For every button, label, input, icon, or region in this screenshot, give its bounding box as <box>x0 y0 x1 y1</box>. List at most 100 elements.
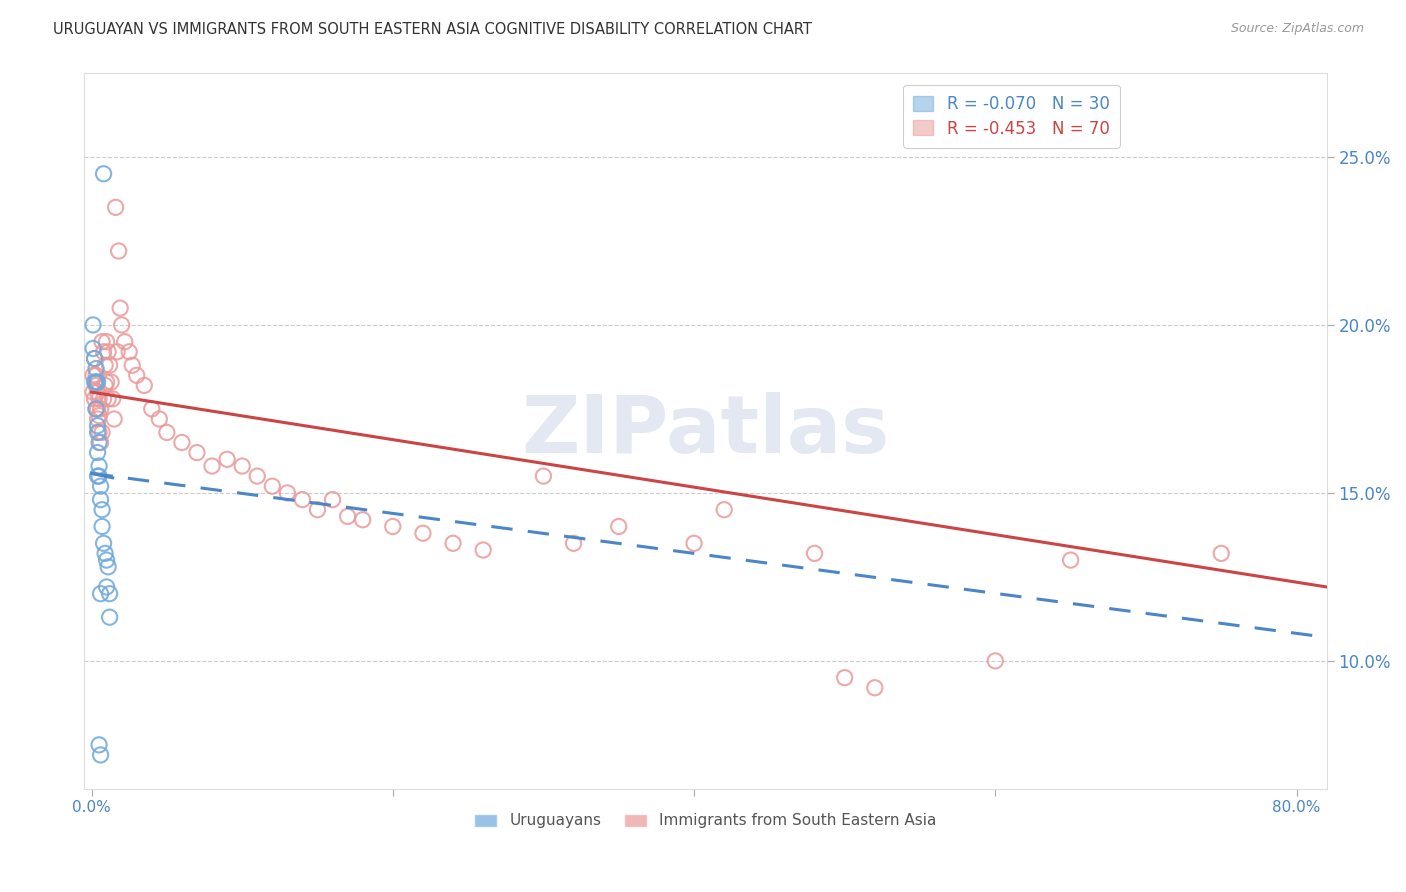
Point <box>84 375 107 389</box>
Point <box>148 412 170 426</box>
Point <box>86 469 108 483</box>
Point <box>105 344 128 359</box>
Point <box>84 401 107 416</box>
Point <box>352 513 374 527</box>
Point <box>107 244 129 258</box>
Point <box>86 445 108 459</box>
Point <box>412 526 434 541</box>
Point <box>93 344 115 359</box>
Point <box>83 375 105 389</box>
Legend: Uruguayans, Immigrants from South Eastern Asia: Uruguayans, Immigrants from South Easter… <box>468 807 943 835</box>
Point <box>98 587 121 601</box>
Point <box>984 654 1007 668</box>
Point <box>86 425 108 440</box>
Point <box>118 344 141 359</box>
Point <box>87 458 110 473</box>
Point <box>96 334 118 349</box>
Point <box>111 318 134 332</box>
Point <box>291 492 314 507</box>
Point <box>90 479 112 493</box>
Point <box>114 334 136 349</box>
Point <box>97 559 120 574</box>
Point <box>125 368 148 383</box>
Point <box>381 519 404 533</box>
Point <box>100 375 122 389</box>
Point <box>201 458 224 473</box>
Point <box>90 401 112 416</box>
Point <box>86 375 108 389</box>
Point <box>803 546 825 560</box>
Point <box>87 392 110 406</box>
Point <box>96 580 118 594</box>
Point <box>90 587 112 601</box>
Point <box>87 409 110 423</box>
Point <box>276 486 298 500</box>
Point <box>82 318 104 332</box>
Point <box>86 385 108 400</box>
Point <box>86 418 108 433</box>
Point <box>156 425 179 440</box>
Point <box>441 536 464 550</box>
Point <box>1211 546 1233 560</box>
Point <box>96 553 118 567</box>
Point <box>84 361 107 376</box>
Text: ZIPatlas: ZIPatlas <box>522 392 890 470</box>
Point <box>104 200 127 214</box>
Point <box>93 536 115 550</box>
Point <box>86 412 108 426</box>
Point <box>93 392 115 406</box>
Point <box>246 469 269 483</box>
Point <box>94 358 117 372</box>
Point <box>141 401 163 416</box>
Point <box>170 435 193 450</box>
Point <box>82 385 104 400</box>
Point <box>94 546 117 560</box>
Point <box>1059 553 1081 567</box>
Point <box>108 301 131 315</box>
Point <box>83 351 105 366</box>
Point <box>96 375 118 389</box>
Point <box>134 378 156 392</box>
Point <box>533 469 555 483</box>
Point <box>93 167 115 181</box>
Point <box>121 358 143 372</box>
Point <box>82 368 104 383</box>
Point <box>103 412 125 426</box>
Point <box>336 509 359 524</box>
Point <box>262 479 284 493</box>
Text: Source: ZipAtlas.com: Source: ZipAtlas.com <box>1230 22 1364 36</box>
Point <box>863 681 886 695</box>
Point <box>86 401 108 416</box>
Point <box>217 452 239 467</box>
Point <box>91 519 114 533</box>
Point <box>90 435 112 450</box>
Point <box>472 543 495 558</box>
Point <box>90 747 112 762</box>
Point <box>562 536 585 550</box>
Point <box>84 378 107 392</box>
Point <box>98 610 121 624</box>
Point <box>186 445 208 459</box>
Point <box>87 425 110 440</box>
Point <box>87 469 110 483</box>
Point <box>683 536 706 550</box>
Point <box>91 425 114 440</box>
Point <box>231 458 253 473</box>
Point <box>84 368 107 383</box>
Point <box>84 401 107 416</box>
Point <box>83 392 105 406</box>
Text: URUGUAYAN VS IMMIGRANTS FROM SOUTH EASTERN ASIA COGNITIVE DISABILITY CORRELATION: URUGUAYAN VS IMMIGRANTS FROM SOUTH EASTE… <box>53 22 813 37</box>
Point <box>607 519 630 533</box>
Point <box>713 502 735 516</box>
Point <box>97 344 120 359</box>
Point <box>87 435 110 450</box>
Point <box>97 392 120 406</box>
Point <box>90 492 112 507</box>
Point <box>87 738 110 752</box>
Point <box>91 334 114 349</box>
Point <box>322 492 344 507</box>
Point <box>98 358 121 372</box>
Point <box>834 671 856 685</box>
Point <box>83 351 105 366</box>
Point <box>91 502 114 516</box>
